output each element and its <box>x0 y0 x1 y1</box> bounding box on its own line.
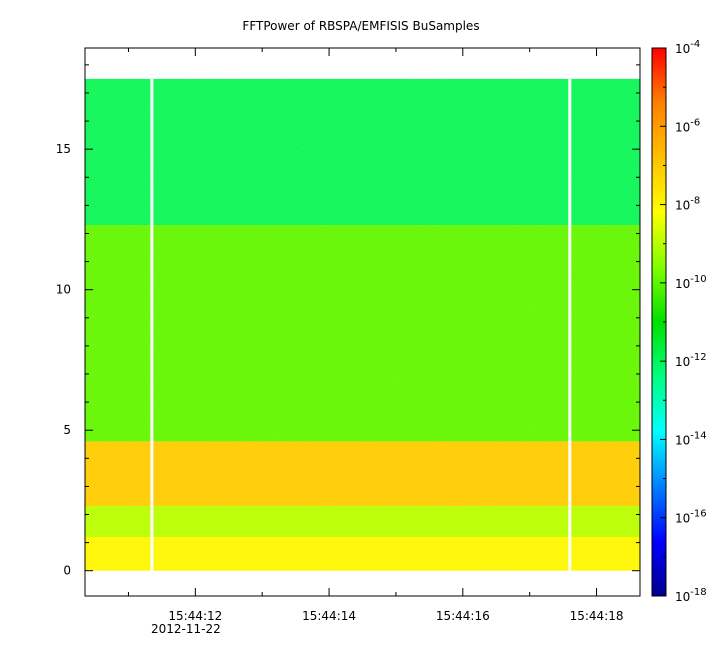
x-tick-label: 15:44:12 <box>168 609 222 623</box>
colorbar-ticks: 10-18 10-16 10-14 10-12 10-10 10-8 10-6 10-4 <box>660 39 707 604</box>
y-tick-label: 15 <box>56 142 71 156</box>
y-tick-label: 10 <box>56 283 71 297</box>
data-gap-1 <box>568 78 572 571</box>
y-tick-label: 5 <box>63 423 71 437</box>
x-tick-label: 15:44:16 <box>436 609 490 623</box>
colorbar-tick-label: 10-18 <box>675 587 707 604</box>
spectrogram-noise <box>85 78 640 571</box>
data-gap-0 <box>150 78 154 571</box>
x-tick-label: 15:44:14 <box>302 609 356 623</box>
spectrogram-texture <box>85 78 640 571</box>
x-date-label: 2012-11-22 <box>151 622 221 636</box>
colorbar: 10-18 10-16 10-14 10-12 10-10 10-8 10-6 10-4 <box>651 39 707 604</box>
plot-area <box>85 48 640 596</box>
colorbar-tick-label: 10-6 <box>675 117 700 134</box>
colorbar-tick-label: 10-12 <box>675 352 707 369</box>
chart-title: FFTPower of RBSPA/EMFISIS BuSamples <box>242 19 479 33</box>
colorbar-tick-label: 10-16 <box>675 509 707 526</box>
data-gaps <box>150 78 572 571</box>
colorbar-tick-label: 10-8 <box>675 196 700 213</box>
colorbar-tick-label: 10-4 <box>675 39 700 56</box>
colorbar-tick-label: 10-10 <box>675 274 707 291</box>
x-axis: 15:44:12 15:44:14 15:44:16 15:44:18 <box>127 48 624 623</box>
colorbar-tick-label: 10-14 <box>675 430 707 447</box>
y-tick-label: 0 <box>63 564 71 578</box>
plot-frame <box>84 47 641 597</box>
x-tick-label: 15:44:18 <box>570 609 624 623</box>
y-axis: 0 5 10 15 <box>56 64 640 578</box>
